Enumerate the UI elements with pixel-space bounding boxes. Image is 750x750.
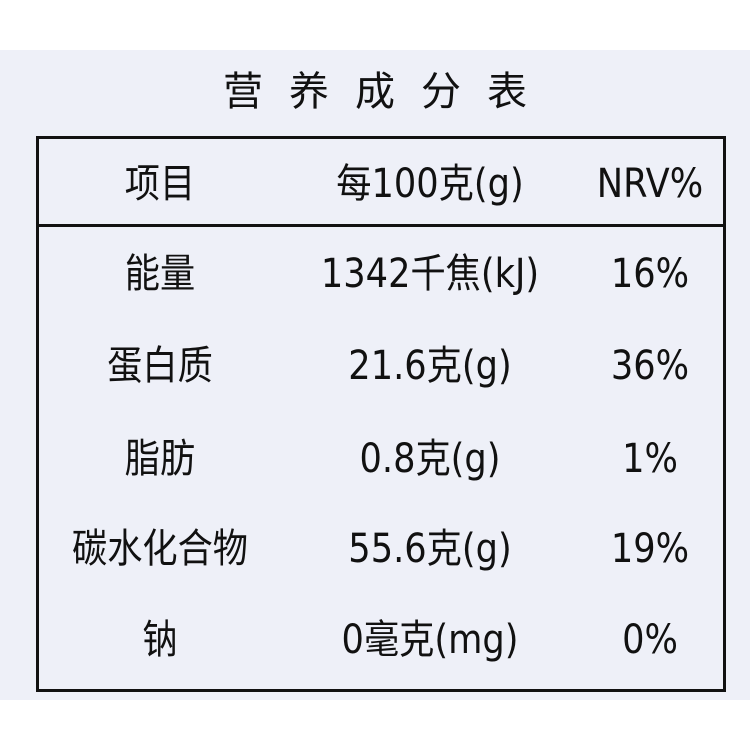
header-cell: 项目 <box>124 161 196 207</box>
nutrient-value: 36% <box>610 343 690 389</box>
table-border <box>36 136 726 692</box>
header-cell: NRV% <box>596 161 704 207</box>
nutrient-value: 16% <box>610 251 690 297</box>
nutrient-value: 1342千焦(kJ) <box>320 251 540 297</box>
nutrient-value: 0.8克(g) <box>359 436 501 482</box>
header-cell: 每100克(g) <box>336 161 524 207</box>
nutrient-value: 19% <box>610 526 690 572</box>
nutrient-name: 能量 <box>124 251 196 297</box>
nutrient-value: 1% <box>622 436 678 482</box>
label-background <box>0 50 750 700</box>
nutrient-value: 0% <box>622 617 678 663</box>
nutrient-value: 55.6克(g) <box>348 526 512 572</box>
nutrient-name: 蛋白质 <box>107 343 213 389</box>
nutrient-name: 钠 <box>142 617 178 663</box>
table-title: 营养成分表 <box>223 69 553 115</box>
nutrient-value: 21.6克(g) <box>348 343 512 389</box>
nutrient-name: 碳水化合物 <box>72 526 248 572</box>
nutrient-value: 0毫克(mg) <box>341 617 519 663</box>
nutrient-name: 脂肪 <box>124 436 196 482</box>
header-rule <box>36 224 726 227</box>
